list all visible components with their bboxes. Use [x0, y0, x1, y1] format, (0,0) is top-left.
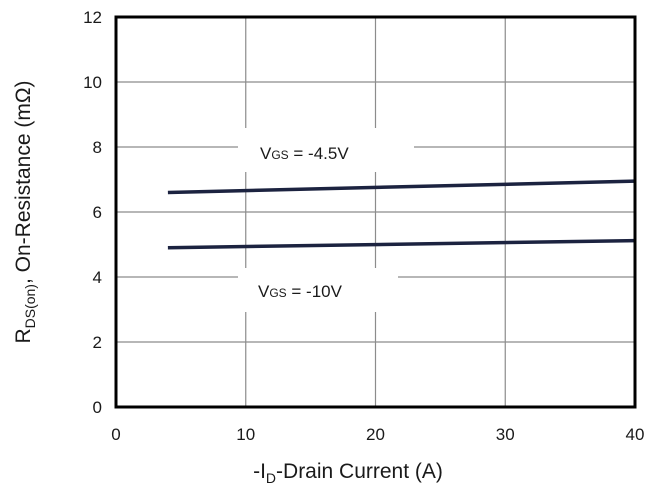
- y-tick-labels: 0 2 4 6 8 10 12: [83, 8, 102, 417]
- x-tick-label: 0: [111, 425, 120, 444]
- y-tick-label: 4: [93, 268, 102, 287]
- series-line-1: [167, 179, 636, 195]
- x-tick-labels: 0 10 20 30 40: [111, 425, 644, 444]
- grid-lines: [116, 17, 635, 407]
- y-tick-label: 0: [93, 398, 102, 417]
- y-tick-label: 8: [93, 138, 102, 157]
- plot-frame: [114, 15, 637, 409]
- y-tick-label: 10: [83, 73, 102, 92]
- x-tick-label: 20: [366, 425, 385, 444]
- x-axis-title: -ID-Drain Current (A): [253, 460, 443, 486]
- series-lines: [167, 179, 636, 250]
- x-tick-label: 40: [626, 425, 645, 444]
- y-tick-label: 6: [93, 203, 102, 222]
- y-tick-label: 2: [93, 333, 102, 352]
- series-label-2: VGS = -10V: [258, 282, 343, 301]
- y-tick-label: 12: [83, 8, 102, 27]
- series-label-background-2: [238, 268, 398, 312]
- y-axis-title: RDS(on), On-Resistance (mΩ): [12, 80, 38, 343]
- series-line-2: [167, 238, 636, 250]
- x-tick-label: 30: [496, 425, 515, 444]
- series-label-background-1: [238, 128, 414, 172]
- series-label-1: VGS = -4.5V: [260, 144, 349, 163]
- x-tick-label: 10: [236, 425, 255, 444]
